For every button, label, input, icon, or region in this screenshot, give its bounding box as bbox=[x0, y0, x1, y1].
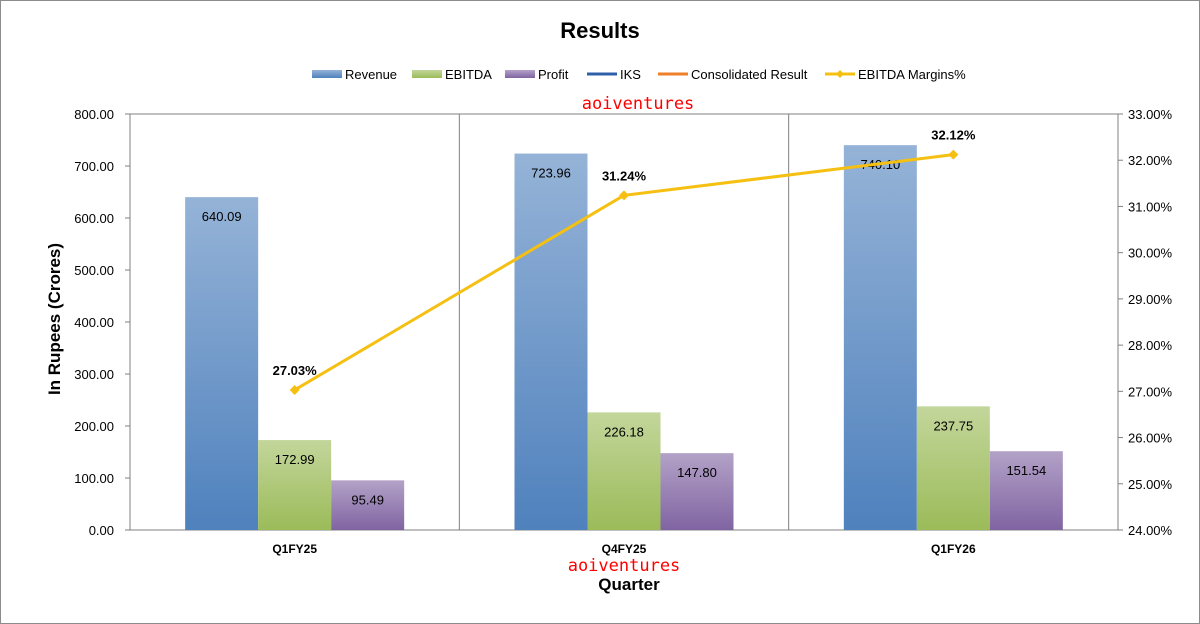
bar-ebitda-q1fy26 bbox=[916, 406, 990, 530]
bar-revenue-q1fy26 bbox=[843, 145, 917, 530]
legend-label-profit: Profit bbox=[538, 67, 569, 82]
legend-label-revenue: Revenue bbox=[345, 67, 397, 82]
x-axis-categories: Q1FY25 Q4FY25 Q1FY26 bbox=[272, 542, 976, 556]
bar-label-profit-q4fy25: 147.80 bbox=[677, 465, 717, 480]
line-label-q1fy26: 32.12% bbox=[931, 128, 976, 143]
bar-profit-q1fy26 bbox=[989, 451, 1063, 530]
legend-item-consolidated-result: Consolidated Result bbox=[658, 67, 808, 82]
y2-tick-label: 26.00% bbox=[1128, 431, 1173, 446]
category-label-q1fy25: Q1FY25 bbox=[272, 542, 317, 556]
y2-tick-label: 32.00% bbox=[1128, 153, 1173, 168]
category-label-q1fy26: Q1FY26 bbox=[931, 542, 976, 556]
y2-tick-label: 30.00% bbox=[1128, 246, 1173, 261]
y2-tick-label: 33.00% bbox=[1128, 107, 1173, 122]
x-axis-title: Quarter bbox=[598, 575, 660, 594]
ebitda-margins-line: 27.03% 31.24% 32.12% bbox=[273, 128, 976, 395]
bar-profit-q4fy25 bbox=[660, 453, 734, 530]
watermark-top: aoiventures bbox=[582, 94, 695, 114]
y2-tick-label: 24.00% bbox=[1128, 523, 1173, 538]
category-gridlines bbox=[458, 114, 790, 530]
y-tick-label: 100.00 bbox=[74, 471, 114, 486]
bar-label-revenue-q1fy25: 640.09 bbox=[202, 209, 242, 224]
bar-label-profit-q1fy26: 151.54 bbox=[1006, 463, 1046, 478]
legend-item-ebitda: EBITDA bbox=[412, 67, 492, 82]
y-tick-label: 400.00 bbox=[74, 315, 114, 330]
legend-item-iks: IKS bbox=[587, 67, 641, 82]
legend-swatch-profit bbox=[505, 70, 535, 78]
bar-label-ebitda-q4fy25: 226.18 bbox=[604, 424, 644, 439]
legend-label-ebitda-margins: EBITDA Margins% bbox=[858, 67, 966, 82]
legend-swatch-revenue bbox=[312, 70, 342, 78]
y-tick-label: 800.00 bbox=[74, 107, 114, 122]
bars bbox=[185, 145, 1063, 530]
y-tick-label: 200.00 bbox=[74, 419, 114, 434]
line-label-q1fy25: 27.03% bbox=[273, 363, 318, 378]
y-tick-label: 500.00 bbox=[74, 263, 114, 278]
legend-label-ebitda: EBITDA bbox=[445, 67, 492, 82]
secondary-y-axis: 24.00% 25.00% 26.00% 27.00% 28.00% 29.00% 30.0… bbox=[1118, 107, 1173, 538]
y2-tick-label: 29.00% bbox=[1128, 292, 1173, 307]
legend-marker-ebitda-margins bbox=[836, 70, 844, 78]
line-point-q4fy25 bbox=[619, 190, 629, 201]
y2-tick-label: 27.00% bbox=[1128, 384, 1173, 399]
legend-item-revenue: Revenue bbox=[312, 67, 397, 82]
legend-swatch-ebitda bbox=[412, 70, 442, 78]
line-point-q1fy25 bbox=[289, 384, 300, 395]
category-label-q4fy25: Q4FY25 bbox=[602, 542, 647, 556]
legend-item-profit: Profit bbox=[505, 67, 569, 82]
bar-label-revenue-q4fy25: 723.96 bbox=[531, 166, 571, 181]
y-tick-label: 300.00 bbox=[74, 367, 114, 382]
bar-labels: 640.09172.9995.49723.96226.18147.80740.1… bbox=[202, 157, 1046, 507]
bar-revenue-q4fy25 bbox=[514, 153, 588, 530]
y-tick-label: 600.00 bbox=[74, 211, 114, 226]
legend-label-consolidated-result: Consolidated Result bbox=[691, 67, 808, 82]
chart-title: Results bbox=[560, 18, 639, 43]
watermark-bottom: aoiventures bbox=[568, 556, 681, 576]
legend: Revenue EBITDA Profit IKS Consolidated R… bbox=[312, 67, 966, 82]
legend-item-ebitda-margins: EBITDA Margins% bbox=[825, 67, 966, 82]
y-tick-label: 0.00 bbox=[89, 523, 114, 538]
y2-tick-label: 28.00% bbox=[1128, 338, 1173, 353]
primary-y-axis: 0.00 100.00 200.00 300.00 400.00 500.00 600.00… bbox=[74, 107, 130, 538]
bar-label-profit-q1fy25: 95.49 bbox=[351, 492, 384, 507]
y2-tick-label: 31.00% bbox=[1128, 199, 1173, 214]
line-label-q4fy25: 31.24% bbox=[602, 168, 647, 183]
y-tick-label: 700.00 bbox=[74, 159, 114, 174]
bar-ebitda-q4fy25 bbox=[587, 412, 661, 530]
legend-label-iks: IKS bbox=[620, 67, 641, 82]
y2-tick-label: 25.00% bbox=[1128, 477, 1173, 492]
bar-label-ebitda-q1fy26: 237.75 bbox=[933, 418, 973, 433]
bar-profit-q1fy25 bbox=[331, 480, 405, 530]
bar-label-ebitda-q1fy25: 172.99 bbox=[275, 452, 315, 467]
y-axis-title: In Rupees (Crores) bbox=[45, 243, 64, 395]
line-point-q1fy26 bbox=[948, 149, 959, 160]
bar-revenue-q1fy25 bbox=[185, 197, 259, 530]
bar-ebitda-q1fy25 bbox=[258, 440, 332, 530]
